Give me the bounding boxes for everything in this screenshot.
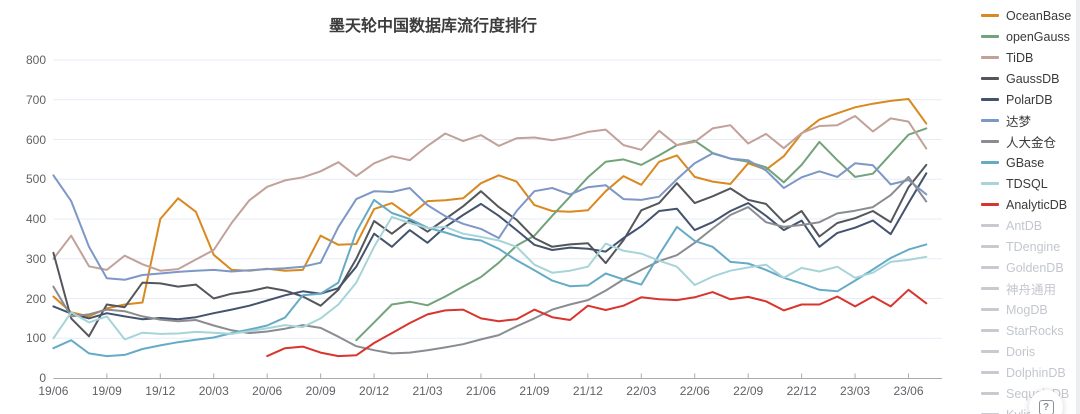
legend-label: StarRocks [1006, 323, 1064, 338]
legend-item-神舟通用[interactable]: 神舟通用 [981, 278, 1080, 299]
series-line-AnalyticDB[interactable] [266, 288, 928, 358]
legend-label: Doris [1006, 344, 1036, 359]
legend-label: openGauss [1006, 29, 1070, 44]
legend-item-TiDB[interactable]: TiDB [981, 47, 1080, 68]
legend-item-GoldenDB[interactable]: GoldenDB [981, 257, 1080, 278]
legend-item-TDSQL[interactable]: TDSQL [981, 173, 1080, 194]
legend-label: TDengine [1006, 239, 1061, 254]
legend-item-人大金仓[interactable]: 人大金仓 [981, 131, 1080, 152]
series-line-TiDB[interactable] [52, 115, 928, 272]
legend-swatch-icon [981, 392, 999, 395]
legend-item-AntDB[interactable]: AntDB [981, 215, 1080, 236]
x-axis-label: 19/06 [38, 384, 69, 398]
legend-item-DolphinDB[interactable]: DolphinDB [981, 362, 1080, 383]
legend-swatch-icon [981, 35, 999, 38]
legend-item-Doris[interactable]: Doris [981, 341, 1080, 362]
x-axis-label: 22/06 [679, 384, 710, 398]
legend-label: OceanBase [1006, 8, 1072, 23]
y-axis-label: 0 [39, 371, 46, 385]
legend-swatch-icon [981, 140, 999, 143]
legend-label: GBase [1006, 155, 1045, 170]
legend-swatch-icon [981, 245, 999, 248]
y-axis-label: 300 [25, 251, 46, 266]
legend-swatch-icon [981, 161, 999, 164]
legend-item-AnalyticDB[interactable]: AnalyticDB [981, 194, 1080, 215]
x-axis-label: 21/06 [465, 384, 496, 398]
y-axis-label: 400 [25, 212, 46, 226]
x-axis-label: 21/09 [519, 384, 550, 398]
chart-title: 墨天轮中国数据库流行度排行 [328, 18, 538, 35]
legend-label: 达梦 [1006, 115, 1032, 129]
series-line-GaussDB[interactable] [52, 163, 928, 338]
series-line-达梦[interactable] [52, 152, 928, 281]
x-axis-label: 23/06 [893, 384, 924, 398]
legend-item-GBase[interactable]: GBase [981, 152, 1080, 173]
x-axis-label: 21/03 [412, 384, 443, 398]
chart-legend: OceanBase openGauss TiDB GaussDB PolarDB 达梦人大… [981, 5, 1080, 414]
legend-label: GoldenDB [1006, 260, 1064, 275]
series-line-PolarDB[interactable] [52, 172, 928, 321]
help-button[interactable]: ? [1029, 390, 1063, 414]
legend-item-PolarDB[interactable]: PolarDB [981, 89, 1080, 110]
series-line-OceanBase[interactable] [52, 98, 928, 318]
legend-label: PolarDB [1006, 92, 1053, 107]
legend-swatch-icon [981, 224, 999, 227]
x-axis-label: 23/03 [840, 384, 871, 398]
legend-item-MogDB[interactable]: MogDB [981, 299, 1080, 320]
legend-item-达梦[interactable]: 达梦 [981, 110, 1080, 131]
y-axis-label: 800 [25, 53, 46, 67]
legend-swatch-icon [981, 266, 999, 269]
x-axis-label: 20/03 [198, 384, 229, 398]
legend-swatch-icon [981, 329, 999, 332]
x-axis-label: 19/12 [145, 384, 176, 398]
legend-item-TDengine[interactable]: TDengine [981, 236, 1080, 257]
legend-label: TDSQL [1006, 176, 1048, 191]
x-axis-label: 20/12 [359, 384, 390, 398]
legend-swatch-icon [981, 203, 999, 206]
legend-item-OceanBase[interactable]: OceanBase [981, 5, 1080, 26]
x-axis-label: 22/03 [626, 384, 657, 398]
legend-swatch-icon [981, 98, 999, 101]
legend-swatch-icon [981, 182, 999, 185]
legend-label: MogDB [1006, 302, 1048, 317]
y-axis-label: 100 [25, 331, 46, 346]
scrollbar[interactable] [1076, 0, 1080, 414]
question-icon: ? [1038, 399, 1054, 414]
x-axis-label: 20/06 [252, 384, 283, 398]
legend-swatch-icon [981, 14, 999, 17]
series-line-TDSQL[interactable] [52, 216, 928, 341]
legend-swatch-icon [981, 77, 999, 80]
x-axis-label: 22/12 [786, 384, 817, 398]
legend-label: TiDB [1006, 50, 1034, 65]
x-axis-label: 20/09 [305, 384, 336, 398]
legend-label: DolphinDB [1006, 365, 1066, 380]
legend-item-GaussDB[interactable]: GaussDB [981, 68, 1080, 89]
legend-label: 神舟通用 [1006, 283, 1057, 297]
x-axis-label: 22/09 [733, 384, 764, 398]
legend-swatch-icon [981, 350, 999, 353]
y-axis-label: 500 [25, 172, 46, 187]
legend-swatch-icon [981, 287, 999, 290]
legend-label: GaussDB [1006, 71, 1060, 86]
y-axis-label: 200 [25, 291, 46, 306]
legend-item-openGauss[interactable]: openGauss [981, 26, 1080, 47]
legend-label: AnalyticDB [1006, 197, 1068, 212]
x-axis-label: 21/12 [572, 384, 603, 398]
series-line-openGauss[interactable] [355, 127, 928, 342]
legend-swatch-icon [981, 371, 999, 374]
legend-swatch-icon [981, 119, 999, 122]
legend-swatch-icon [981, 56, 999, 59]
legend-label: AntDB [1006, 218, 1043, 233]
legend-swatch-icon [981, 308, 999, 311]
legend-label: 人大金仓 [1006, 136, 1057, 150]
x-axis-label: 19/09 [91, 384, 122, 398]
legend-item-StarRocks[interactable]: StarRocks [981, 320, 1080, 341]
series-line-人大金仓[interactable] [52, 175, 928, 355]
y-axis-label: 700 [25, 92, 46, 107]
y-axis-label: 600 [25, 132, 46, 147]
